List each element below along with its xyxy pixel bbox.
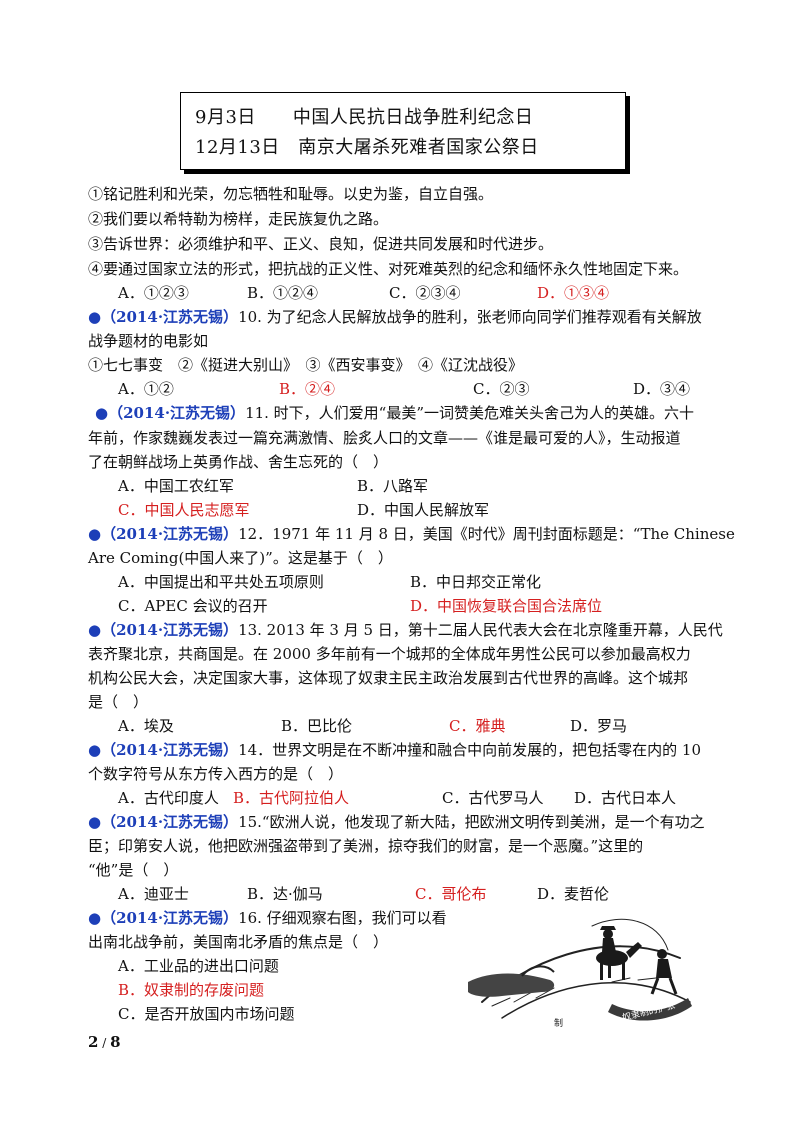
q13-line-1: ●（2014·江苏无锡）13. 2013 年 3 月 5 日，第十二届人民代表大… — [88, 620, 723, 640]
q12-option-d-answer: D．中国恢复联合国合法席位 — [410, 597, 603, 615]
q10-option-c: C．②③ — [473, 380, 530, 398]
box-line-2: 12月13日 南京大屠杀死难者国家公祭日 — [195, 137, 539, 158]
q13-option-a: A．埃及 — [118, 717, 174, 735]
q12-source-tag: ●（2014·江苏无锡） — [88, 525, 239, 543]
q11-line-2: 年前，作家魏巍发表过一篇充满激情、脍炙人口的文章——《谁是最可爱的人》，生动报道 — [88, 429, 681, 447]
q14-option-a: A．古代印度人 — [118, 789, 219, 807]
q15-line-2: 臣；印第安人说，他把欧洲强盗带到了美洲，掠夺我们的财富，是一个恶魔。”这里的 — [88, 837, 644, 855]
q14-option-b-answer: B．古代阿拉伯人 — [233, 789, 350, 807]
q15-source-tag: ●（2014·江苏无锡） — [88, 813, 239, 831]
q10-line-3: ①七七事变 ②《挺进大别山》 ③《西安事变》 ④《辽沈战役》 — [88, 356, 524, 374]
q11-source-tag: ●（2014·江苏无锡） — [95, 404, 246, 422]
q13-option-b: B．巴比伦 — [281, 717, 353, 735]
q10-option-a: A．①② — [118, 380, 174, 398]
q13-text-1: 13. 2013 年 3 月 5 日，第十二届人民代表大会在北京隆重开幕，人民代 — [238, 621, 723, 639]
q11-option-d: D．中国人民解放军 — [357, 501, 490, 519]
q11-option-a: A．中国工农红军 — [118, 477, 234, 495]
q10-line-2: 战争题材的电影如 — [88, 332, 209, 350]
q11-line-1: ●（2014·江苏无锡）11. 时下，人们爱用“最美”一词赞美危难关头舍己为人的… — [95, 403, 694, 423]
q10-option-b-answer: B．②④ — [279, 380, 336, 398]
q13-option-c-answer: C．雅典 — [449, 717, 506, 735]
q11-line-3: 了在朝鲜战场上英勇作战、舍生忘死的（ ） — [88, 453, 389, 471]
q12-option-b: B．中日邦交正常化 — [410, 573, 542, 591]
q15-option-b: B．达·伽马 — [247, 885, 323, 903]
q12-option-c: C．APEC 会议的召开 — [118, 597, 268, 615]
q10-option-d: D．③④ — [633, 380, 691, 398]
slavery-expansion-cartoon: 奴隶制的扩张 制 — [468, 918, 692, 1029]
q9-option-c: C．②③④ — [389, 284, 461, 302]
q9-statement-1: ①铭记胜利和光荣，勿忘牺牲和耻辱。以史为鉴，自立自强。 — [88, 185, 494, 203]
q14-text-1: 14．世界文明是在不断冲撞和融合中向前发展的，把包括零在内的 10 — [238, 741, 702, 759]
q16-option-b-answer: B．奴隶制的存废问题 — [118, 981, 265, 999]
q14-source-tag: ●（2014·江苏无锡） — [88, 741, 239, 759]
page-number: 2 / 8 — [88, 1033, 121, 1051]
q15-option-a: A．迪亚士 — [118, 885, 189, 903]
q15-line-3: “他”是（ ） — [88, 861, 179, 879]
q13-line-4: 是（ ） — [88, 693, 149, 711]
cartoon-caption-small: 制 — [554, 1017, 563, 1029]
q12-line-1: ●（2014·江苏无锡）12．1971 年 11 月 8 日，美国《时代》周刊封… — [88, 524, 735, 544]
q10-text-1: 10. 为了纪念人民解放战争的胜利，张老师向同学们推荐观看有关解放 — [238, 308, 702, 326]
q9-statement-4: ④要通过国家立法的形式，把抗战的正义性、对死难英烈的纪念和缅怀永久性地固定下来。 — [88, 260, 689, 278]
q11-text-1: 11. 时下，人们爱用“最美”一词赞美危难关头舍己为人的英雄。六十 — [245, 404, 695, 422]
q14-option-c: C．古代罗马人 — [442, 789, 544, 807]
commemoration-box: 9月3日 中国人民抗日战争胜利纪念日 12月13日 南京大屠杀死难者国家公祭日 — [180, 92, 626, 170]
q12-option-a: A．中国提出和平共处五项原则 — [118, 573, 324, 591]
q9-statement-3: ③告诉世界：必须维护和平、正义、良知，促进共同发展和时代进步。 — [88, 235, 554, 253]
q11-option-b: B．八路军 — [357, 477, 429, 495]
q16-option-a: A．工业品的进出口问题 — [118, 957, 279, 975]
q9-statement-2: ②我们要以希特勒为榜样，走民族复仇之路。 — [88, 210, 389, 228]
q13-line-2: 表齐聚北京，共商国是。在 2000 多年前有一个城邦的全体成年男性公民可以参加最… — [88, 645, 691, 663]
q16-text-1: 16. 仔细观察右图，我们可以看 — [238, 909, 447, 927]
q16-line-2: 出南北战争前，美国南北矛盾的焦点是（ ） — [88, 933, 389, 951]
q13-source-tag: ●（2014·江苏无锡） — [88, 621, 239, 639]
q15-line-1: ●（2014·江苏无锡）15.“欧洲人说，他发现了新大陆，把欧洲文明传到美洲，是… — [88, 812, 705, 832]
q16-source-tag: ●（2014·江苏无锡） — [88, 909, 239, 927]
q15-option-c-answer: C．哥伦布 — [415, 885, 487, 903]
q13-option-d: D．罗马 — [570, 717, 628, 735]
box-line-1: 9月3日 中国人民抗日战争胜利纪念日 — [195, 107, 534, 128]
q16-option-c: C．是否开放国内市场问题 — [118, 1005, 295, 1023]
q14-line-1: ●（2014·江苏无锡）14．世界文明是在不断冲撞和融合中向前发展的，把包括零在… — [88, 740, 701, 760]
q14-option-d: D．古代日本人 — [574, 789, 677, 807]
page-number-current: 2 — [88, 1033, 99, 1051]
q9-option-d-answer: D．①③④ — [537, 284, 610, 302]
q10-line-1: ●（2014·江苏无锡）10. 为了纪念人民解放战争的胜利，张老师向同学们推荐观… — [88, 307, 702, 327]
q9-option-a: A．①②③ — [118, 284, 189, 302]
page-number-total: 8 — [110, 1033, 121, 1051]
q12-text-1: 12．1971 年 11 月 8 日，美国《时代》周刊封面标题是：“The Ch… — [238, 525, 735, 543]
q11-option-c-answer: C．中国人民志愿军 — [118, 501, 250, 519]
q15-text-1: 15.“欧洲人说，他发现了新大陆，把欧洲文明传到美洲，是一个有功之 — [238, 813, 705, 831]
q10-source-tag: ●（2014·江苏无锡） — [88, 308, 239, 326]
q16-line-1: ●（2014·江苏无锡）16. 仔细观察右图，我们可以看 — [88, 908, 447, 928]
q12-line-2: Are Coming(中国人来了)”。这是基于（ ） — [88, 549, 393, 567]
q14-line-2: 个数字符号从东方传入西方的是（ ） — [88, 765, 344, 783]
q13-line-3: 机构公民大会，决定国家大事，这体现了奴隶主民主政治发展到古代世界的高峰。这个城邦 — [88, 669, 689, 687]
q15-option-d: D．麦哲伦 — [537, 885, 610, 903]
q9-option-b: B．①②④ — [247, 284, 319, 302]
